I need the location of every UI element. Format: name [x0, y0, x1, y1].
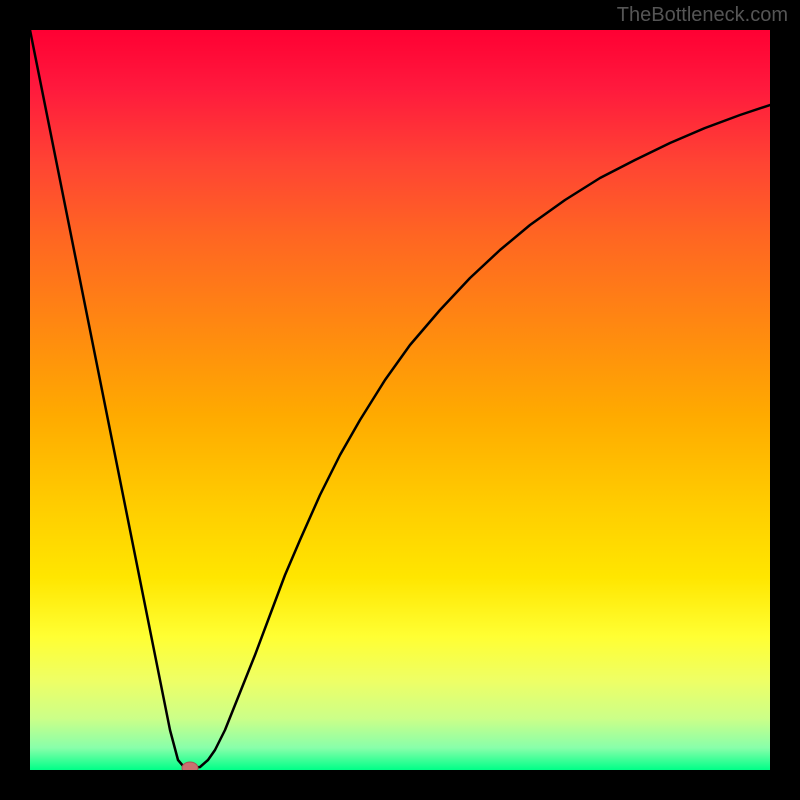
gradient-background — [30, 30, 770, 770]
chart-container: TheBottleneck.com — [0, 0, 800, 800]
watermark-text: TheBottleneck.com — [617, 4, 788, 27]
chart-svg — [30, 30, 770, 770]
plot-area — [30, 30, 770, 770]
minimum-marker — [182, 762, 198, 770]
